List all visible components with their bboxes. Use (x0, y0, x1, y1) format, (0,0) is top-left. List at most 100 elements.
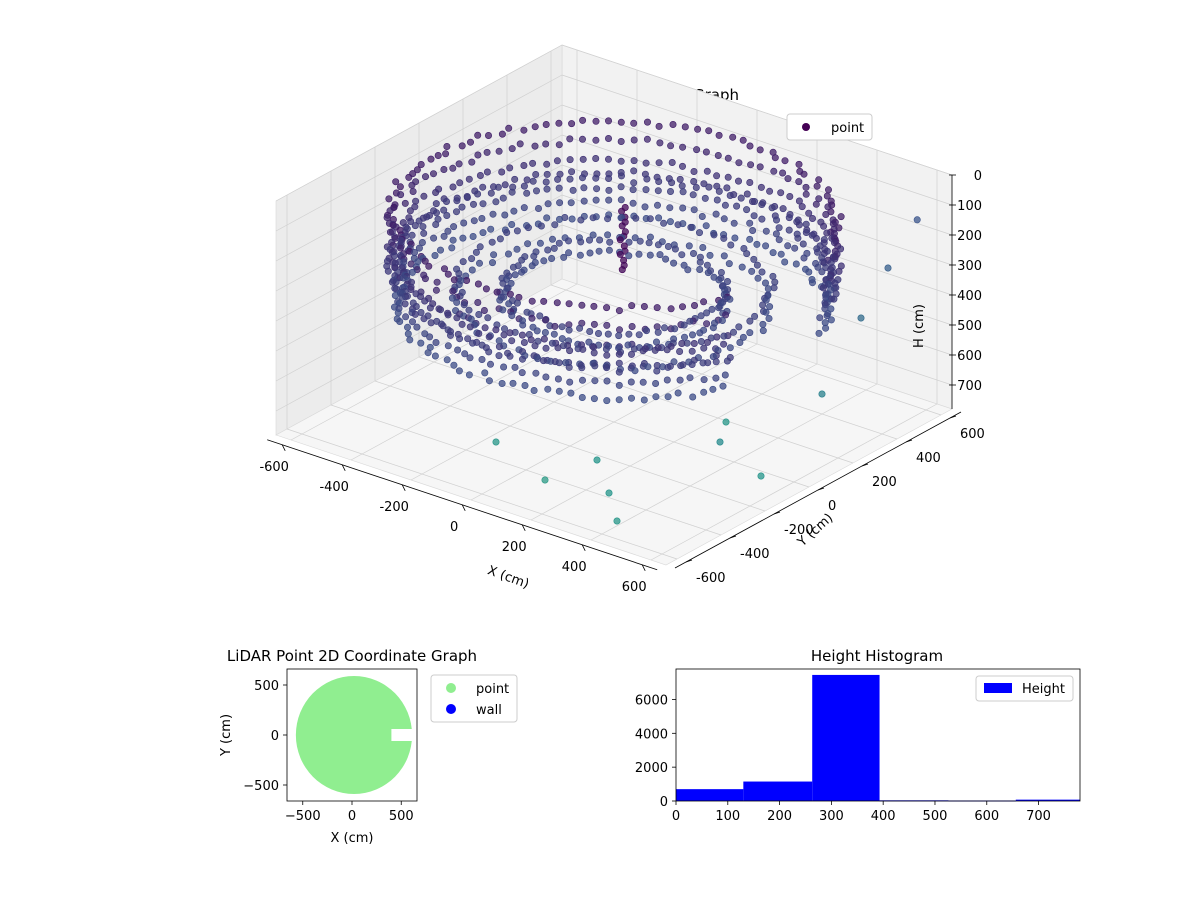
point-3d (513, 227, 521, 235)
point-3d (542, 140, 550, 148)
point-3d (655, 214, 663, 222)
point-3d (712, 374, 720, 382)
point-3d (459, 234, 467, 242)
point-3d (500, 325, 508, 333)
legend-histogram-swatch (984, 683, 1012, 693)
point-3d (615, 359, 623, 367)
point-3d (748, 198, 756, 206)
point-3d (426, 304, 434, 312)
point-3d (402, 313, 410, 321)
histogram-x-tick-label: 600 (974, 809, 999, 824)
point-3d (602, 345, 610, 353)
point-3d (472, 248, 480, 256)
point-3d (770, 167, 778, 175)
point-3d (531, 342, 539, 350)
point-3d (664, 393, 672, 401)
point-3d (706, 251, 714, 259)
point-3d (664, 363, 672, 371)
point-3d (508, 145, 516, 153)
point-3d (539, 357, 547, 365)
point-3d (785, 214, 793, 222)
point-3d (715, 304, 723, 312)
point-3d (603, 321, 611, 329)
point-3d (566, 378, 574, 386)
point-3d (515, 293, 523, 301)
point-3d (646, 251, 654, 259)
point-3d (495, 147, 503, 155)
point-3d (757, 183, 765, 191)
point-3d (802, 190, 810, 198)
point-3d (592, 174, 600, 182)
point-3d (396, 317, 404, 325)
point-3d (528, 297, 536, 305)
point-3d (694, 125, 702, 133)
point-3d (630, 167, 638, 175)
x-axis-3d-tick (341, 464, 346, 471)
point-3d (474, 280, 482, 288)
point-3d (617, 118, 625, 126)
gridline-y-floor (374, 380, 766, 512)
point-3d (474, 151, 482, 159)
point-3d (758, 268, 766, 276)
point-3d (509, 379, 517, 387)
point-3d (449, 183, 457, 191)
z-axis-3d-tick-label: 700 (957, 379, 982, 394)
point-3d (690, 168, 698, 176)
point-3d (536, 312, 544, 320)
point-3d (492, 438, 500, 446)
point-3d (757, 472, 765, 480)
point-3d (715, 187, 723, 195)
point-3d (590, 320, 598, 328)
point-3d (436, 246, 444, 254)
point-3d (520, 338, 528, 346)
point-3d (586, 249, 594, 257)
point-3d (544, 200, 552, 208)
point-3d (630, 157, 638, 165)
gridline-y-floor (330, 404, 722, 536)
point-3d (656, 139, 664, 147)
point-3d (746, 142, 754, 150)
point-3d (560, 253, 568, 261)
point-3d (720, 252, 728, 260)
point-3d (463, 194, 471, 202)
point-3d (567, 199, 575, 207)
x-axis-3d-tick-label: 200 (502, 540, 527, 555)
point-3d (460, 301, 468, 309)
points-3d (383, 116, 921, 525)
x-tick-label-2d: −500 (285, 809, 321, 824)
point-3d (392, 178, 400, 186)
point-3d (455, 160, 463, 168)
point-3d (479, 183, 487, 191)
point-3d (733, 202, 741, 210)
point-3d (670, 358, 678, 366)
point-3d (627, 350, 635, 358)
point-3d (794, 234, 802, 242)
point-3d (615, 350, 623, 358)
point-3d (421, 173, 429, 181)
point-3d (799, 240, 807, 248)
z-axis-3d-tick-label: 300 (957, 259, 982, 274)
histogram-bar (676, 789, 744, 801)
point-3d (394, 309, 402, 317)
point-3d (391, 291, 399, 299)
gridline-z-side (275, 254, 563, 412)
point-3d (676, 347, 684, 355)
point-3d (664, 243, 672, 251)
point-3d (630, 179, 638, 187)
point-3d (709, 353, 717, 361)
point-3d (443, 143, 451, 151)
point-3d (615, 381, 623, 389)
point-3d (456, 335, 464, 343)
point-3d (444, 342, 452, 350)
point-3d (884, 264, 892, 272)
x-axis-3d-tick-label: -200 (379, 500, 409, 515)
point-3d (642, 327, 650, 335)
chart-2d-xlabel: X (cm) (331, 831, 374, 846)
point-3d (578, 376, 586, 384)
z-axis-3d-tick-label: 0 (974, 169, 982, 184)
point-3d (662, 255, 670, 263)
point-3d (505, 124, 513, 132)
point-3d (750, 212, 758, 220)
point-3d (478, 355, 486, 363)
